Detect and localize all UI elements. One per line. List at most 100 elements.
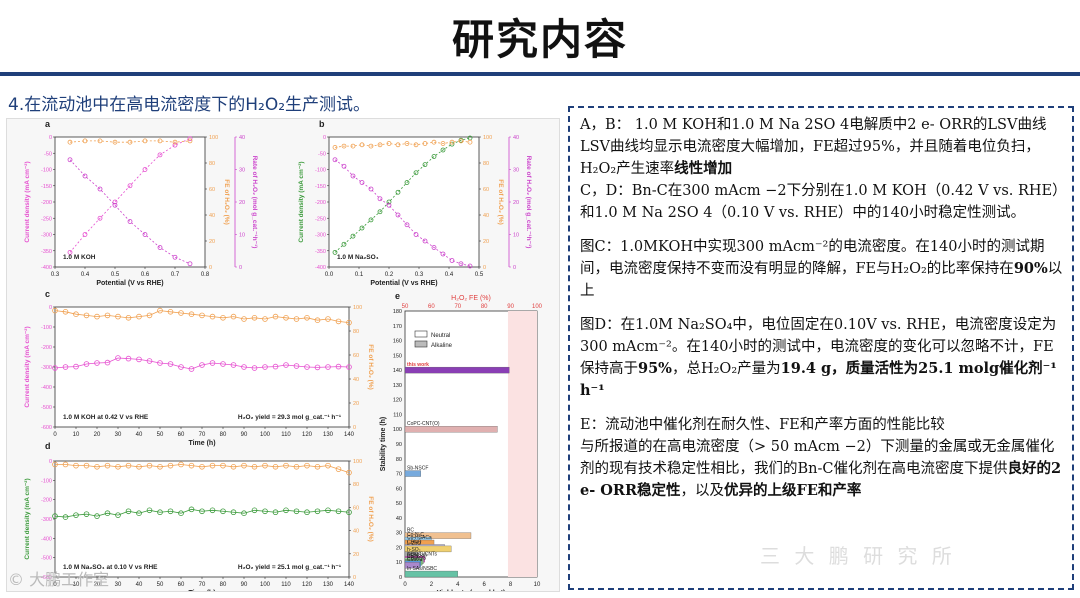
legend-swatch-alkaline [414, 340, 428, 348]
data-point-current-c [125, 355, 132, 362]
y3-tick-label-b: 0 [513, 265, 516, 271]
y2-tick-label-c: 0 [353, 425, 356, 431]
data-point-current-d [104, 510, 111, 517]
data-point-FE-c [52, 307, 58, 314]
bar-label-13: CMK-3 [407, 557, 423, 563]
data-point-current-d [230, 509, 237, 516]
y2-tick-label-c: 40 [353, 377, 359, 383]
y3-tick-label-a: 30 [239, 168, 245, 174]
y-tick-label-a: -400 [41, 265, 52, 271]
x-tick-label-c: 120 [302, 432, 313, 438]
data-point-rate-b [332, 157, 338, 163]
data-point-current-d [52, 513, 58, 519]
x2-tick-label-e: 70 [454, 304, 461, 310]
para1-line-a: A，B： 1.0 M KOH和1.0 M Na 2SO 4电解质中2 e- OR… [580, 117, 1047, 133]
data-point-FE-d [325, 462, 331, 469]
data-point-rate-b [368, 186, 374, 192]
data-point-current-c [62, 364, 69, 370]
data-point-rate-b [458, 261, 464, 267]
data-point-current-b [422, 162, 428, 168]
data-point-current-c [293, 363, 300, 369]
annotation-d: 1.0 M Na₂SO₄ at 0.10 V vs RHE [63, 564, 158, 571]
x-tick-label-a: 0.4 [81, 272, 90, 278]
bar-label-11: CoPc [407, 554, 420, 560]
data-point-current-b [368, 217, 374, 223]
bar-14 [404, 570, 458, 578]
x-axis-title-e: Yield rate (mmol h⁻¹) [437, 590, 506, 591]
para4-text-c: ，以及 [680, 483, 725, 499]
data-point-current-b [440, 147, 446, 153]
data-point-current-a [97, 215, 103, 221]
data-point-FE-c [304, 315, 310, 321]
data-point-rate-a [112, 202, 118, 208]
data-point-current-a [112, 199, 118, 205]
data-point-FE-d [83, 462, 90, 469]
series-line-rate-b [334, 159, 471, 267]
para3-bold-2: 19.4 g，质量活性为25.1 molg催化剂⁻¹ h⁻¹ [580, 360, 1057, 399]
x2-axis-title-e: H₂O₂ FE (%) [451, 295, 491, 302]
y-tick-label-a: -350 [41, 249, 52, 255]
y3-tick-label-b: 40 [513, 135, 519, 141]
data-point-FE-d [188, 462, 195, 469]
data-point-rate-b [449, 258, 455, 263]
paragraph-3: 图D：在1.0M Na₂SO₄中，电位固定在0.10V vs. RHE，电流密度… [580, 314, 1064, 402]
bar-label-10: OCNSan [407, 553, 427, 559]
para1-bold: 线性增加 [674, 160, 733, 177]
y2-tick-label-a: 0 [209, 265, 212, 271]
data-point-current-c [230, 362, 237, 368]
y-tick-label-b: -200 [315, 200, 326, 206]
data-point-current-a [82, 232, 88, 237]
data-point-FE-c [293, 316, 300, 322]
x-axis-title-b: Potential (V vs RHE) [370, 280, 437, 287]
y-tick-label-e: 130 [393, 383, 402, 389]
data-point-current-c [220, 361, 226, 367]
x-tick-label-d: 20 [94, 582, 101, 588]
data-point-FE-b [458, 138, 464, 144]
plot-frame-a [54, 136, 206, 268]
data-point-current-b [413, 170, 419, 176]
y2-tick-label-c: 80 [353, 329, 359, 335]
x-tick-label-c: 20 [94, 432, 101, 438]
x-tick-label-a: 0.3 [51, 272, 60, 278]
x-tick-label-d: 90 [241, 582, 248, 588]
para3-text-b: ，总H₂O₂产量为 [671, 361, 781, 377]
data-point-FE-c [335, 318, 342, 325]
y2-tick-label-d: 80 [353, 482, 359, 488]
x-tick-label-b: 0.3 [415, 272, 424, 278]
para2-bold: 90% [1013, 260, 1048, 277]
annotation-b: 1.0 M Na₂SO₄ [337, 254, 379, 261]
x2-tick-label-e: 90 [507, 304, 514, 310]
x-tick-label-a: 0.7 [171, 272, 180, 278]
y2-tick-label-b: 0 [483, 265, 486, 271]
y-tick-label-e: 180 [393, 309, 402, 315]
y-tick-label-d: -200 [41, 498, 52, 504]
data-point-FE-c [125, 315, 132, 321]
data-point-rate-b [467, 263, 473, 269]
legend-label-neutral: Neutral [431, 333, 450, 339]
panel-label-d: d [45, 441, 51, 451]
x-tick-label-a: 0.5 [111, 272, 120, 278]
bar-label-6: CBNO [407, 539, 422, 545]
bar-label-12: CB-AQS [407, 556, 427, 562]
y-tick-label-b: -350 [315, 249, 326, 255]
data-point-FE-d [346, 469, 352, 476]
legend-label-alkaline: Alkaline [431, 343, 453, 349]
y-tick-label-b: -250 [315, 216, 326, 222]
y-tick-label-e: 140 [393, 368, 402, 374]
slide-subtitle: 4.在流动池中在高电流密度下的H₂O₂生产测试。 [8, 95, 371, 115]
y-tick-label-d: -300 [41, 517, 52, 523]
y-tick-label-c: -400 [41, 385, 52, 391]
y-tick-label-d: -400 [41, 536, 52, 542]
y2-tick-label-d: 40 [353, 529, 359, 535]
bar-label-14: In SAs/NSBC [407, 566, 437, 572]
para4-text-b: 与所报道的在高电流密度（> 50 mAcm −2）下测量的金属或无金属催化剂的现… [580, 439, 1055, 477]
panel-label-e: e [395, 291, 400, 301]
y-axis-title-d: Current density (mA cm⁻²) [24, 478, 31, 559]
data-point-FE-c [146, 312, 153, 319]
y-tick-label-d: 0 [49, 459, 52, 465]
annotation-a: 1.0 M KOH [63, 254, 96, 261]
data-point-FE-c [73, 311, 79, 318]
data-point-current-c [325, 364, 331, 370]
paragraph-4: E：流动池中催化剂在耐久性、FE和产率方面的性能比较 与所报道的在高电流密度（>… [580, 414, 1064, 502]
data-point-rate-a [97, 186, 103, 192]
